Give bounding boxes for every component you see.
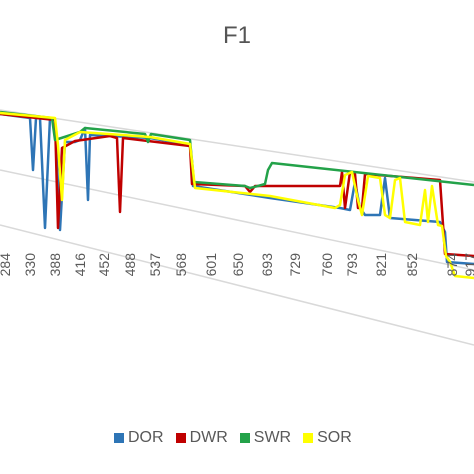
x-tick-label: 537	[147, 253, 163, 277]
gridline-0	[0, 109, 474, 183]
legend-label-dor: DOR	[128, 429, 164, 446]
chart-legend: DOR DWR SWR SOR	[114, 429, 364, 447]
legend-label-sor: SOR	[317, 429, 352, 446]
legend-swatch-swr	[239, 433, 250, 443]
gridline-2	[0, 224, 474, 346]
x-tick-label: 917	[462, 253, 474, 277]
legend-item-dor: DOR	[114, 429, 164, 447]
chart-title: F1	[222, 22, 251, 49]
x-tick-label: 601	[203, 253, 219, 277]
legend-swatch-sor	[303, 433, 314, 443]
x-tick-label: 568	[173, 253, 189, 277]
x-tick-label: 693	[259, 253, 275, 277]
legend-item-sor: SOR	[303, 429, 352, 447]
x-tick-label: 330	[22, 253, 38, 277]
x-tick-label: 452	[96, 253, 112, 277]
legend-swatch-dor	[114, 433, 124, 443]
x-tick-label: 821	[373, 253, 389, 277]
x-tick-label: 388	[47, 253, 63, 277]
x-tick-label: 874	[444, 253, 460, 277]
series-line-swr	[0, 110, 474, 190]
legend-item-dwr: DWR	[175, 429, 228, 447]
x-tick-label: 760	[319, 253, 335, 277]
gridline-1	[0, 169, 474, 271]
x-tick-label: 852	[404, 253, 420, 277]
legend-label-swr: SWR	[253, 429, 292, 446]
x-tick-label: 793	[344, 253, 360, 277]
x-tick-label: 284	[0, 253, 13, 277]
x-tick-label: 416	[72, 253, 88, 277]
x-tick-label: 650	[230, 253, 246, 277]
legend-item-swr: SWR	[239, 429, 292, 447]
x-tick-label: 729	[287, 253, 303, 277]
legend-swatch-dwr	[175, 433, 186, 443]
legend-label-dwr: DWR	[189, 429, 228, 446]
series-line-sor	[0, 111, 474, 280]
x-tick-label: 488	[122, 253, 138, 277]
